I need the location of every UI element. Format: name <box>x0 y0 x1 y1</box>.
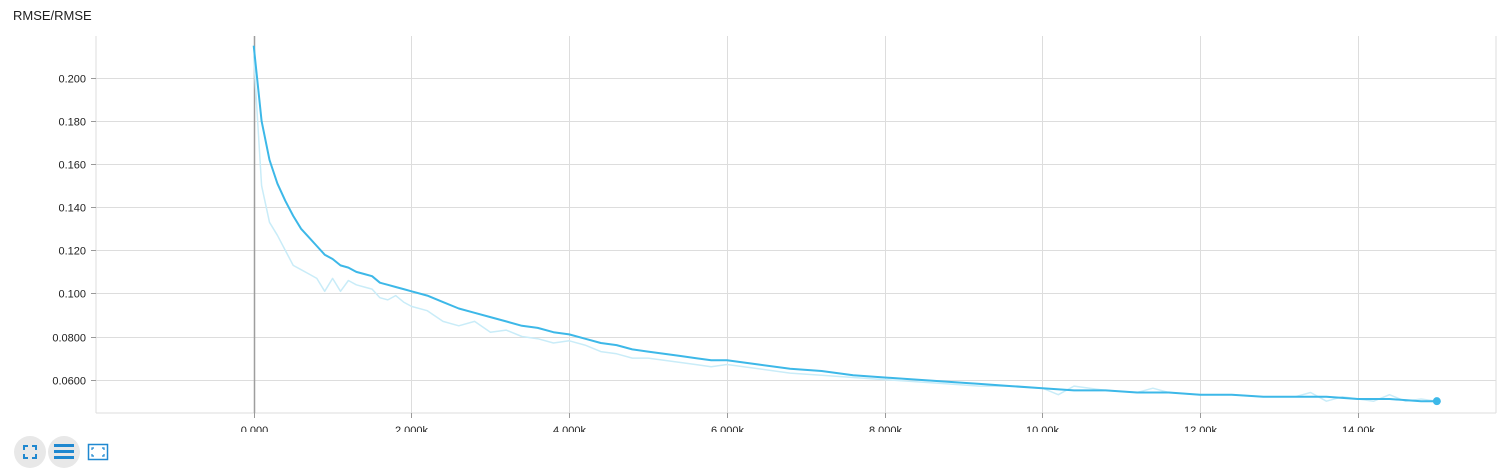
fullscreen-icon <box>23 445 37 459</box>
series-endpoint-marker <box>1432 397 1441 406</box>
y-tick-label: 0.100 <box>58 289 86 301</box>
fullscreen-button[interactable] <box>14 436 46 468</box>
fit-domain-icon <box>87 443 109 461</box>
chart-toolbar <box>14 436 114 468</box>
y-axis: 0.0600 0.0800 0.100 0.120 0.140 0.160 0.180 0.2… <box>52 74 96 388</box>
x-tick-label: 10.00k <box>1026 425 1060 432</box>
x-tick-label: 4.000k <box>553 425 587 432</box>
series-line-raw <box>252 56 1437 402</box>
series-line-smoothed <box>252 45 1437 403</box>
log-scale-icon <box>54 444 74 459</box>
x-tick-label: 14.00k <box>1342 425 1376 432</box>
y-tick-label: 0.140 <box>58 203 86 215</box>
y-tick-label: 0.180 <box>58 117 86 129</box>
y-tick-label: 0.160 <box>58 160 86 172</box>
x-axis: 0.000 2.000k 4.000k 6.000k 8.000k 10.00k 12.00… <box>241 413 1376 432</box>
grid-lines <box>95 36 1497 414</box>
x-tick-label: 2.000k <box>395 425 429 432</box>
series-group <box>252 45 1441 406</box>
x-tick-label: 8.000k <box>869 425 903 432</box>
x-tick-label: 6.000k <box>711 425 745 432</box>
fit-domain-button[interactable] <box>82 436 114 468</box>
y-tick-label: 0.0800 <box>52 333 86 345</box>
y-tick-label: 0.0600 <box>52 376 86 388</box>
y-tick-label: 0.200 <box>58 74 86 86</box>
y-tick-label: 0.120 <box>58 246 86 258</box>
log-scale-button[interactable] <box>48 436 80 468</box>
chart-title: RMSE/RMSE <box>13 8 92 23</box>
x-tick-label: 12.00k <box>1184 425 1218 432</box>
x-tick-label: 0.000 <box>241 425 269 432</box>
chart-plot[interactable]: 0.0600 0.0800 0.100 0.120 0.140 0.160 0.180 0.2… <box>0 0 1512 432</box>
